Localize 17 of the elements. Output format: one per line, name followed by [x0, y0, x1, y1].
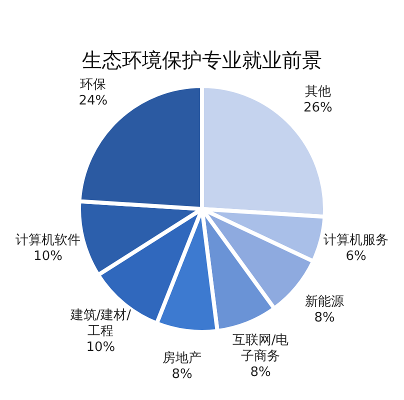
slice-label: 其他: [304, 84, 331, 100]
slice-label: 计算机软件: [15, 232, 80, 248]
data-label: 10%: [86, 340, 116, 355]
data-label: 10%: [34, 248, 62, 264]
slice-label: 房地产: [162, 350, 202, 366]
data-label: 8%: [172, 367, 192, 382]
slice-label: 计算机服务: [324, 232, 389, 248]
slice-label: 建筑/建材/工程: [69, 308, 132, 339]
data-label: 26%: [303, 100, 332, 116]
data-label: 8%: [250, 365, 271, 380]
slice-label: 新能源: [305, 294, 344, 310]
chart-title: 生态环境保护专业就业前景: [82, 48, 322, 72]
data-label: 8%: [314, 310, 335, 326]
slice-label: 互联网/电子商务: [232, 333, 289, 364]
slice-label: 环保: [80, 77, 106, 92]
data-label: 24%: [78, 93, 108, 108]
data-label: 6%: [346, 248, 366, 264]
